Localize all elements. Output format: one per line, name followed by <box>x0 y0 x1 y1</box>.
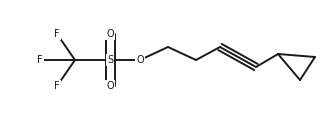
Text: F: F <box>54 29 60 39</box>
Text: O: O <box>136 55 144 65</box>
Text: S: S <box>107 55 113 65</box>
Text: F: F <box>54 81 60 91</box>
Text: O: O <box>106 29 114 39</box>
Text: O: O <box>106 81 114 91</box>
Text: F: F <box>37 55 43 65</box>
